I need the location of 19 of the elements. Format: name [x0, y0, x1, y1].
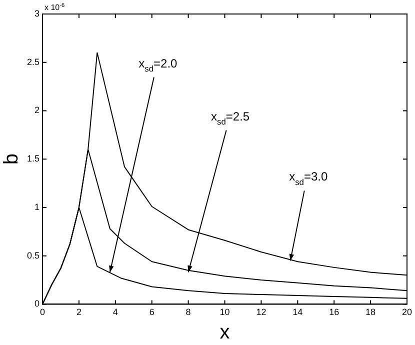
x-tick-label: 16	[329, 307, 340, 318]
x-tick-label: 20	[402, 307, 412, 318]
x-tick-label: 4	[112, 307, 118, 318]
x-axis-title: x	[220, 322, 230, 344]
x-tick-label: 10	[220, 307, 230, 318]
x-tick-label: 8	[186, 307, 191, 318]
y-axis-title: b	[0, 154, 23, 165]
x-tick-label: 18	[366, 307, 376, 318]
x-tick-label: 6	[149, 307, 154, 318]
y-tick-label: 2.5	[26, 56, 40, 67]
y-tick-label: 1.5	[26, 154, 40, 164]
y-tick-label: 3	[34, 8, 40, 18]
x-tick-label: 12	[256, 307, 266, 318]
y-tick-label: 2	[34, 105, 40, 116]
x-tick-label: 2	[76, 307, 82, 318]
y-tick-label: 0.5	[26, 250, 40, 260]
y-tick-label: 0	[34, 298, 40, 309]
x-tick-label: 14	[292, 307, 303, 318]
y-tick-label: 1	[34, 202, 40, 212]
